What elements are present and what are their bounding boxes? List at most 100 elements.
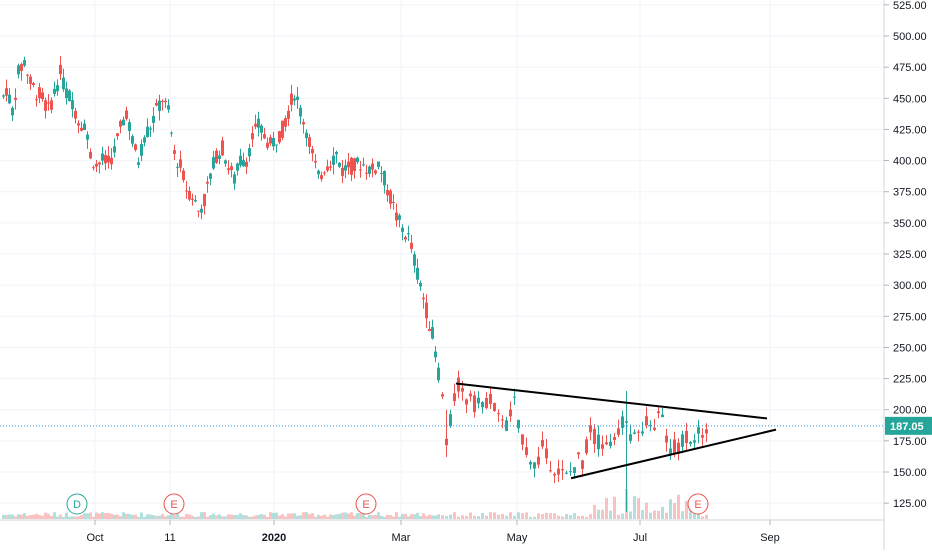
trendlines[interactable]: [455, 382, 777, 480]
volume-bar: [185, 513, 188, 519]
time-tick-label: May: [507, 532, 528, 544]
time-axis[interactable]: Oct 11 2020 Mar May Jul Sep: [86, 520, 780, 544]
price-tick-label: 350.00: [893, 218, 927, 230]
volume-bar: [597, 509, 600, 519]
triangle-upper-line[interactable]: [455, 382, 768, 420]
candle-body: [122, 119, 125, 126]
volume-bar: [332, 514, 335, 519]
volume-bar: [47, 513, 50, 519]
candle-body: [212, 157, 215, 169]
earnings-marker[interactable]: E: [163, 493, 185, 515]
volume-bar: [669, 499, 672, 519]
price-tick-label: 425.00: [893, 124, 927, 136]
volume-bar: [50, 515, 53, 519]
volume-bar: [146, 514, 149, 519]
plot-background: [0, 0, 884, 520]
candle-body: [521, 434, 524, 445]
volume-bar: [565, 514, 568, 519]
volume-bar: [481, 512, 484, 519]
volume-bar: [308, 514, 311, 519]
candle-body: [335, 152, 338, 155]
volume-bar: [533, 516, 536, 519]
candle-body: [155, 102, 158, 106]
candle-body: [26, 74, 29, 76]
candle-body: [8, 94, 11, 104]
candle-body: [308, 137, 311, 147]
volume-bar: [113, 514, 116, 519]
candle-body: [29, 76, 32, 84]
volume-bar: [188, 514, 191, 519]
volume-bar: [239, 513, 242, 519]
last-price-tag[interactable]: 187.05: [885, 416, 932, 435]
candle-body: [257, 118, 260, 128]
volume-bar: [11, 514, 14, 519]
volume-bar: [167, 515, 170, 519]
volume-bar: [629, 511, 632, 519]
candle-body: [329, 166, 332, 168]
volume-bar: [170, 512, 173, 519]
candle-body: [44, 100, 47, 111]
candle-body: [233, 174, 236, 184]
volume-bar: [59, 514, 62, 519]
volume-bar: [197, 516, 200, 519]
candle-body: [621, 416, 624, 428]
volume-bar: [362, 513, 365, 519]
candle-body: [179, 159, 182, 168]
volume-bar: [665, 512, 668, 519]
volume-bar: [53, 512, 56, 519]
price-axis[interactable]: 525.00 500.00 475.00 450.00 425.00 400.00 375.…: [884, 0, 932, 510]
candle-body: [317, 170, 320, 175]
triangle-lower-line[interactable]: [570, 428, 777, 480]
candle-body: [344, 165, 347, 171]
candle-body: [77, 123, 80, 126]
candle-body: [529, 461, 532, 465]
candle-body: [541, 439, 544, 447]
candle-body: [407, 233, 410, 235]
volume-bar: [401, 514, 404, 519]
dividend-marker[interactable]: D: [66, 493, 88, 515]
volume-bar: [673, 502, 676, 519]
candle-body: [431, 327, 434, 339]
volume-bar: [374, 515, 377, 519]
volume-bar: [537, 513, 540, 519]
candle-body: [173, 150, 176, 154]
marker-label: D: [73, 499, 81, 511]
candle-body: [332, 155, 335, 165]
candle-body: [254, 123, 257, 127]
volume-bar: [194, 516, 197, 519]
candle-body: [493, 403, 496, 411]
volume-bar: [353, 515, 356, 519]
candle-body: [266, 142, 269, 148]
volume-bar: [209, 515, 212, 519]
volume-bar: [92, 516, 95, 519]
candle-body: [509, 409, 512, 417]
volume-bar: [585, 516, 588, 519]
candle-body: [170, 132, 173, 134]
volume-bar: [275, 512, 278, 519]
volume-bar: [395, 512, 398, 519]
time-tick-label: Jul: [633, 532, 647, 544]
candle-body: [561, 469, 564, 471]
earnings-marker[interactable]: E: [355, 493, 377, 515]
volume-bar: [633, 496, 636, 519]
candle-body: [314, 160, 317, 163]
volume-bar: [149, 514, 152, 519]
price-tick-label: 125.00: [893, 498, 927, 510]
candle-body: [353, 158, 356, 171]
volume-bar: [521, 513, 524, 519]
candle-body: [685, 430, 688, 444]
volume-bar: [152, 515, 155, 519]
volume-bar: [410, 514, 413, 519]
volume-bar: [110, 513, 113, 519]
candle-body: [633, 432, 636, 434]
candle-body: [224, 160, 227, 164]
candle-body: [200, 208, 203, 213]
price-tick-label: 150.00: [893, 467, 927, 479]
candle-body: [501, 419, 504, 421]
volume-bar: [242, 515, 245, 519]
earnings-marker[interactable]: E: [687, 493, 709, 515]
volume-bar: [641, 510, 644, 519]
